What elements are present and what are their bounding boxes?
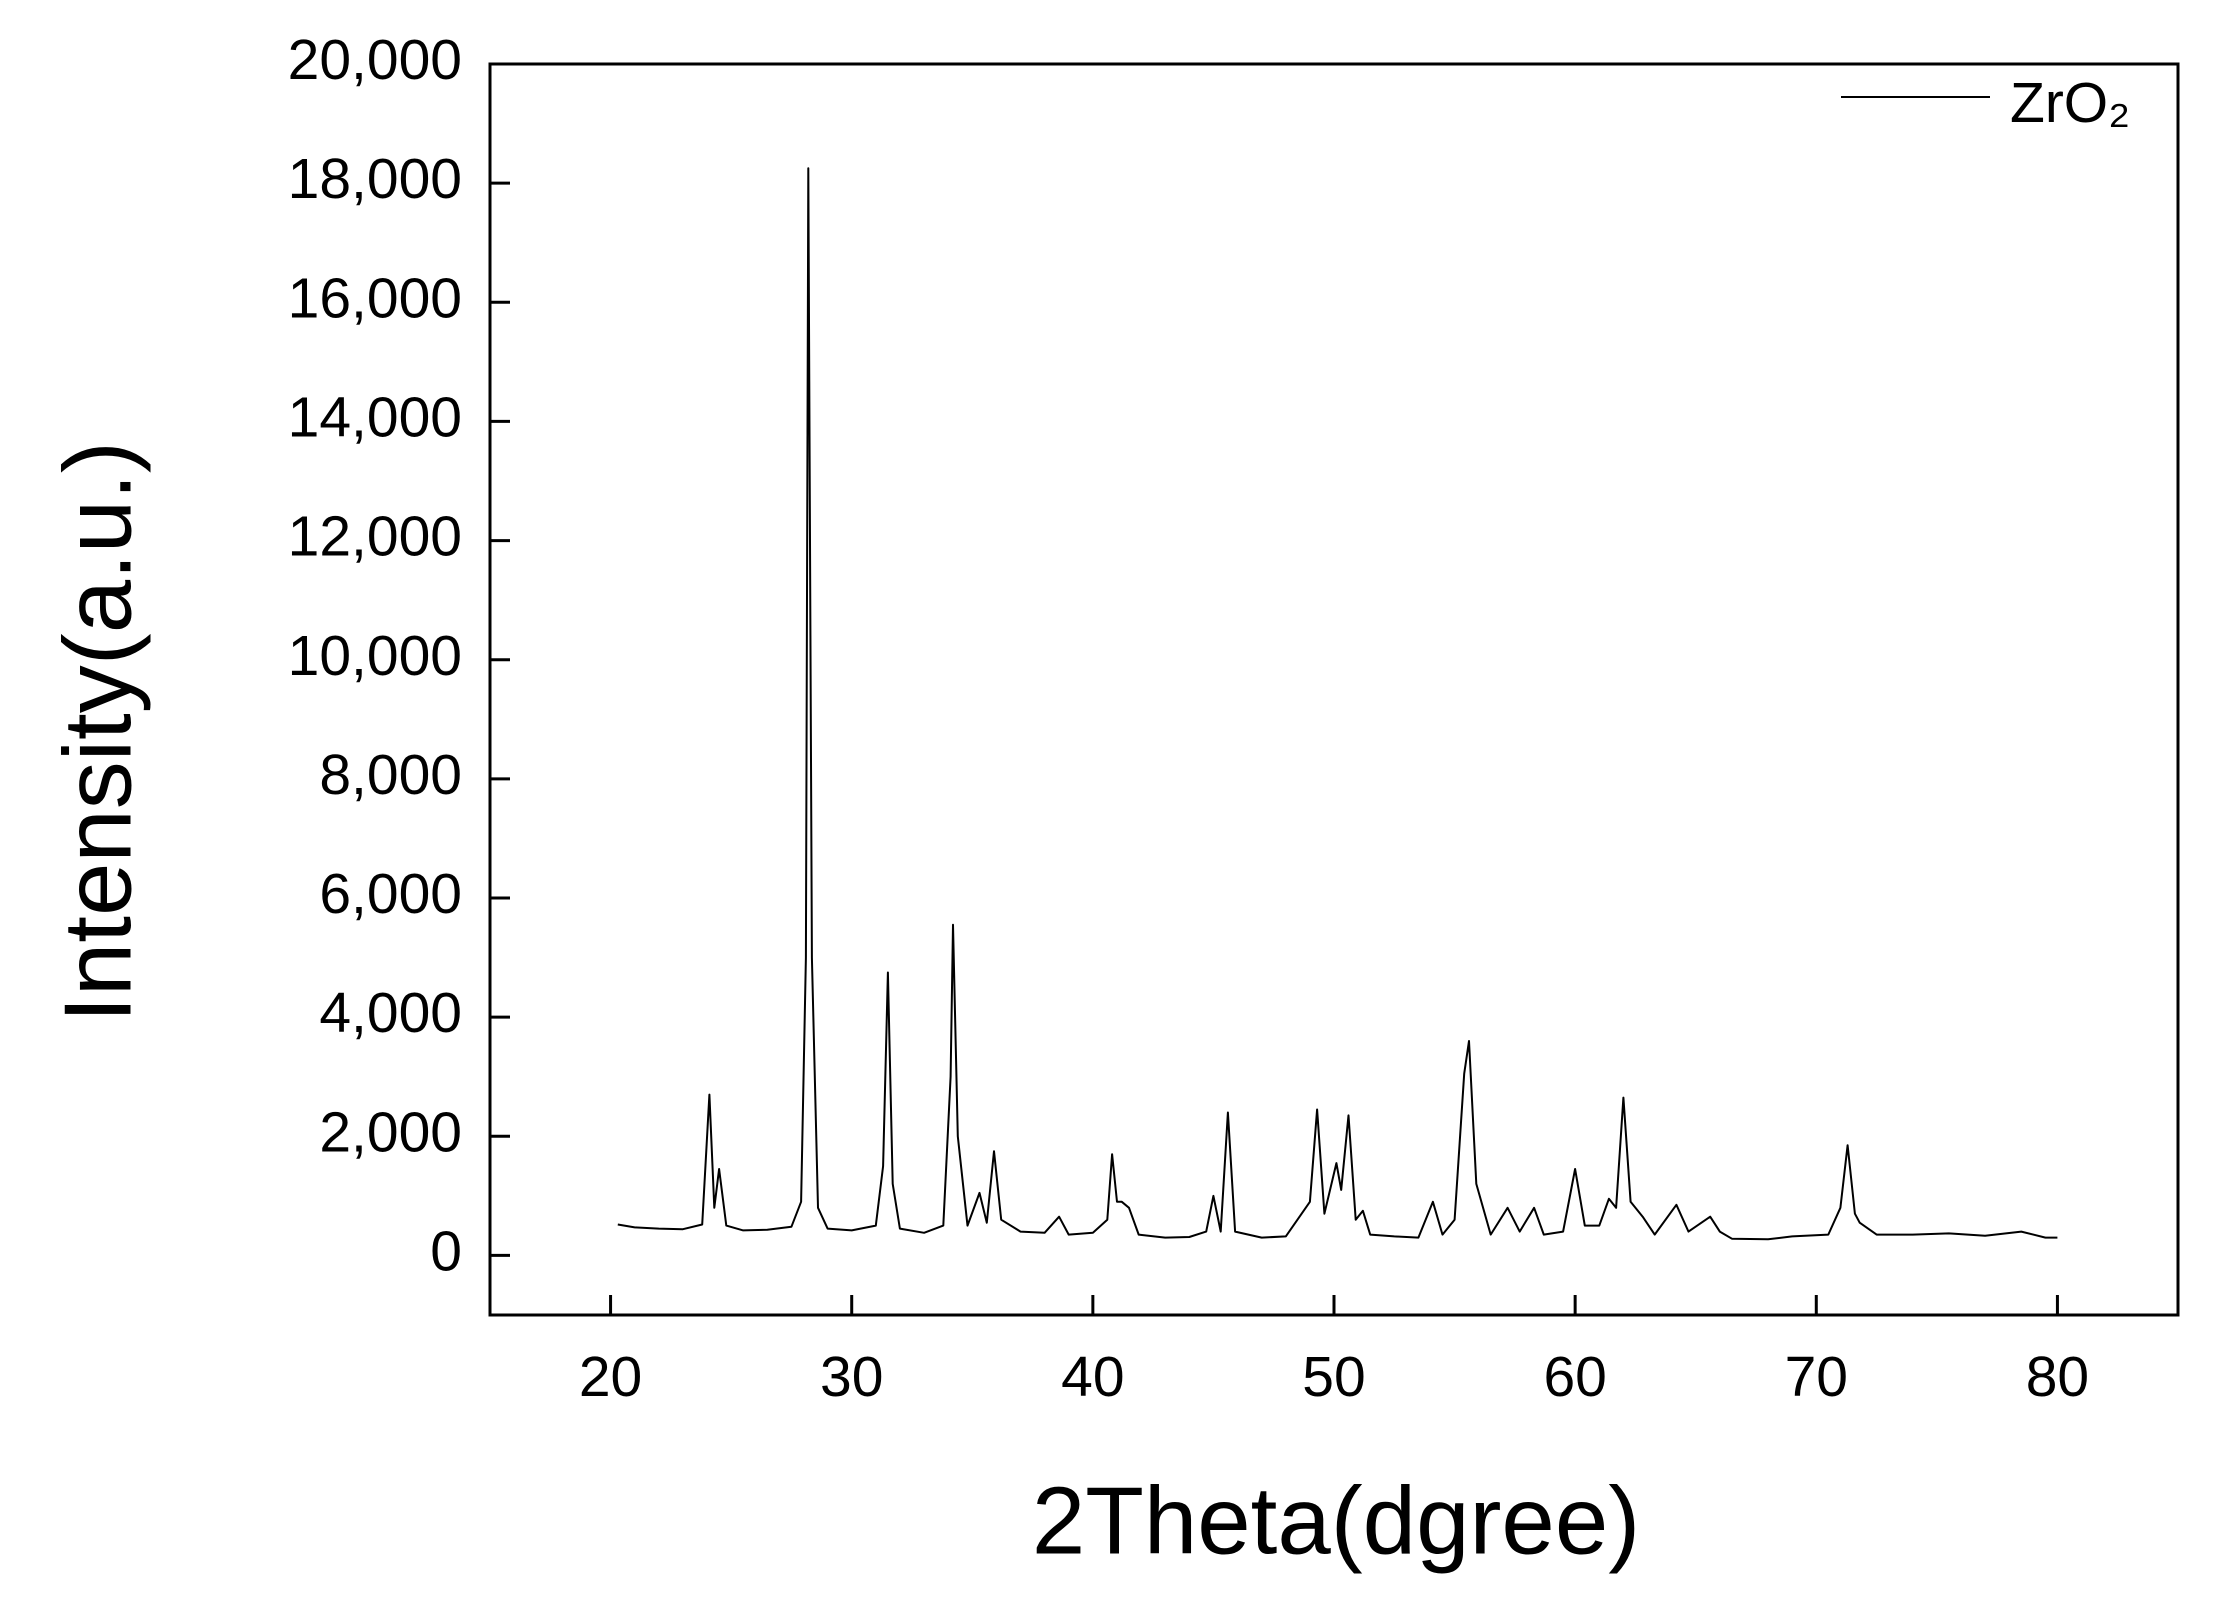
x-tick-label: 80: [2026, 1345, 2089, 1409]
y-tick-label: 16,000: [288, 266, 462, 330]
x-tick-label: 40: [1061, 1345, 1124, 1409]
x-tick-label: 20: [579, 1345, 642, 1409]
x-tick-label: 70: [1785, 1345, 1848, 1409]
y-tick-label: 2,000: [319, 1100, 462, 1164]
y-tick-label: 20,000: [288, 28, 462, 92]
x-tick-label: 50: [1302, 1345, 1365, 1409]
y-tick-label: 4,000: [319, 981, 462, 1045]
legend-label: ZrO₂: [2010, 71, 2130, 135]
data-line: [617, 167, 2058, 1241]
x-tick-label: 30: [820, 1345, 883, 1409]
y-tick-label: 0: [430, 1219, 462, 1283]
x-tick-label: 60: [1543, 1345, 1606, 1409]
y-axis-title: Intensity(a.u.): [44, 441, 151, 1023]
x-axis-title: 2Theta(dgree): [1032, 1467, 1640, 1574]
y-tick-label: 10,000: [288, 624, 462, 688]
y-tick-label: 18,000: [288, 147, 462, 211]
y-tick-label: 12,000: [288, 505, 462, 569]
y-tick-label: 14,000: [288, 385, 462, 449]
plot-frame: [488, 62, 2180, 1317]
y-tick-label: 8,000: [319, 743, 462, 807]
y-tick-label: 6,000: [319, 862, 462, 926]
